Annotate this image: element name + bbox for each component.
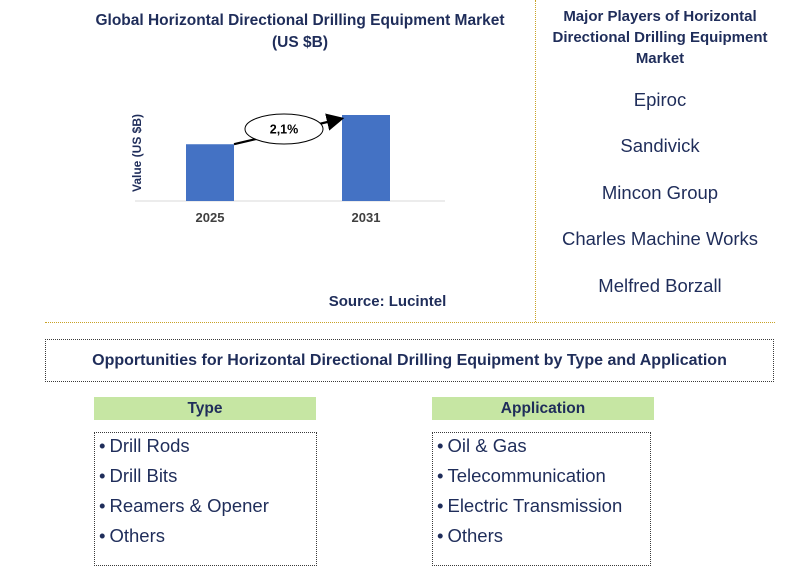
type-header: Type bbox=[94, 397, 316, 420]
bar-2025 bbox=[186, 144, 234, 201]
application-item: • Others bbox=[437, 523, 650, 553]
player-item: Melfred Borzall bbox=[598, 274, 722, 296]
bullet-icon: • bbox=[437, 465, 444, 486]
type-item: • Others bbox=[99, 523, 316, 553]
bar-chart: Value (US $B) 2025 2031 2,1% bbox=[130, 113, 445, 225]
bar-2031 bbox=[342, 115, 390, 201]
type-item: • Drill Bits bbox=[99, 463, 316, 493]
application-item: • Oil & Gas bbox=[437, 433, 650, 463]
x-tick-label: 2031 bbox=[352, 210, 381, 225]
application-item-label: Oil & Gas bbox=[447, 435, 527, 456]
opportunities-title: Opportunities for Horizontal Directional… bbox=[45, 339, 774, 382]
type-item-label: Drill Rods bbox=[109, 435, 190, 456]
bullet-icon: • bbox=[99, 465, 106, 486]
application-list: • Oil & Gas • Telecommunication • Electric … bbox=[432, 432, 651, 566]
cagr-bubble bbox=[244, 113, 324, 145]
application-header: Application bbox=[432, 397, 654, 420]
x-tick-label: 2025 bbox=[196, 210, 225, 225]
player-item: Epiroc bbox=[633, 89, 687, 110]
application-item: • Electric Transmission bbox=[437, 493, 650, 523]
application-item-label: Telecommunication bbox=[447, 465, 606, 486]
players-title: Major Players of Horizontal Directional … bbox=[552, 8, 768, 67]
bullet-icon: • bbox=[99, 435, 106, 456]
type-item: • Reamers & Opener bbox=[99, 493, 316, 523]
player-item: Mincon Group bbox=[601, 181, 719, 203]
type-list: • Drill Rods • Drill Bits • Reamers & Opene… bbox=[94, 432, 317, 566]
bullet-icon: • bbox=[99, 495, 106, 516]
type-item-label: Drill Bits bbox=[109, 465, 178, 486]
application-item: • Telecommunication bbox=[437, 463, 650, 493]
type-item: • Drill Rods bbox=[99, 433, 316, 463]
vertical-divider bbox=[535, 0, 536, 322]
player-item: Sandivick bbox=[620, 135, 700, 157]
bullet-icon: • bbox=[437, 525, 444, 546]
players-list: Epiroc Sandivick Mincon Group Charles Ma… bbox=[545, 84, 775, 316]
player-item: Charles Machine Works bbox=[561, 228, 759, 250]
application-item-label: Others bbox=[447, 525, 504, 546]
source-label: Source: Lucintel bbox=[328, 293, 447, 310]
chart-title: Global Horizontal Directional Drilling E… bbox=[95, 12, 505, 51]
type-item-label: Reamers & Opener bbox=[109, 495, 269, 516]
horizontal-divider bbox=[45, 322, 775, 323]
type-item-label: Others bbox=[109, 525, 166, 546]
cagr-label: 2,1% bbox=[270, 123, 299, 137]
bullet-icon: • bbox=[437, 495, 444, 516]
application-item-label: Electric Transmission bbox=[447, 495, 623, 516]
bullet-icon: • bbox=[99, 525, 106, 546]
bullet-icon: • bbox=[437, 435, 444, 456]
y-axis-label: Value (US $B) bbox=[130, 114, 144, 192]
